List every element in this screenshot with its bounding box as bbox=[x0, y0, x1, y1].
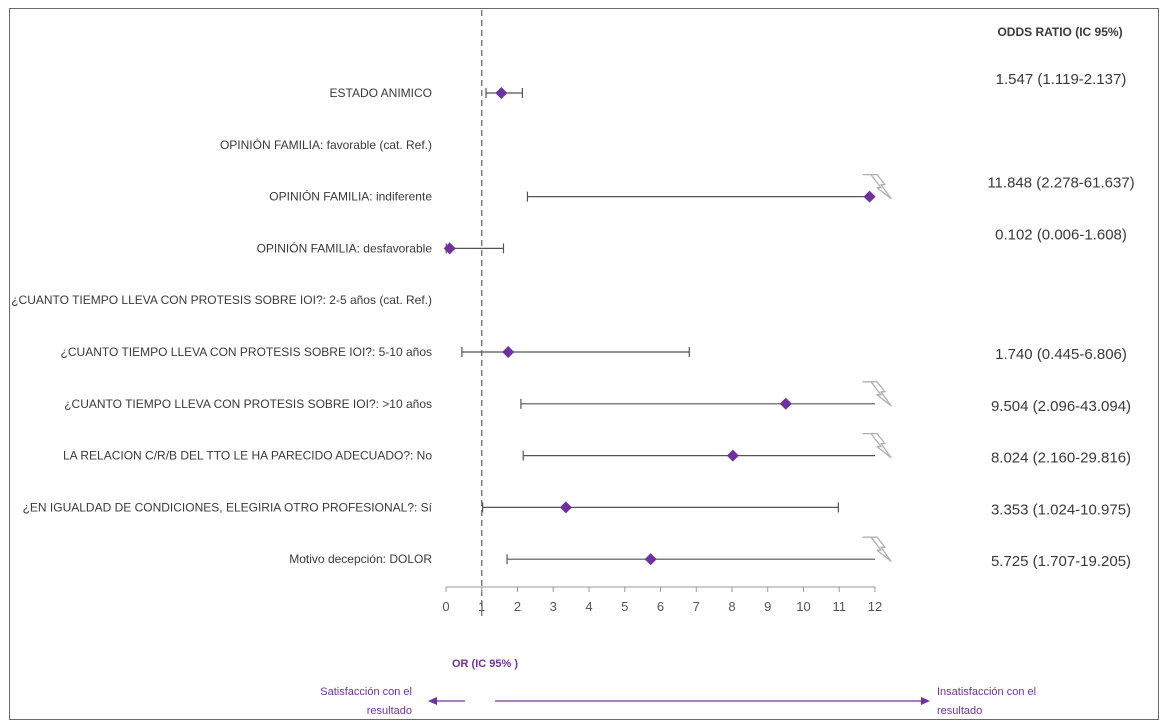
truncation-break-icon bbox=[862, 432, 892, 459]
row-label: ¿CUANTO TIEMPO LLEVA CON PROTESIS SOBRE … bbox=[61, 345, 432, 359]
or-diamond-marker bbox=[443, 242, 456, 255]
chart-frame bbox=[9, 8, 1159, 720]
row-label: Motivo decepción: DOLOR bbox=[289, 552, 432, 566]
x-tick-label: 9 bbox=[764, 599, 771, 614]
left-arrowhead bbox=[428, 697, 437, 705]
or-ci-text: 9.504 (2.096-43.094) bbox=[991, 398, 1131, 415]
right-arrow-label-1: Insatisfacción con el bbox=[937, 686, 1036, 698]
x-tick-label: 1 bbox=[478, 599, 485, 614]
or-diamond-marker bbox=[726, 449, 739, 462]
row-label: ¿EN IGUALDAD DE CONDICIONES, ELEGIRIA OT… bbox=[23, 500, 433, 514]
right-arrow-label-2: resultado bbox=[937, 705, 982, 717]
or-diamond-marker bbox=[644, 553, 657, 566]
or-ci-text: 11.848 (2.278-61.637) bbox=[987, 175, 1134, 192]
or-ci-text: 0.102 (0.006-1.608) bbox=[995, 226, 1127, 243]
row-label: LA RELACION C/R/B DEL TTO LE HA PARECIDO… bbox=[63, 449, 432, 463]
or-ci-text: 5.725 (1.707-19.205) bbox=[991, 553, 1131, 570]
or-diamond-marker bbox=[863, 190, 876, 203]
left-arrow-label-2: resultado bbox=[367, 705, 412, 717]
x-tick-label: 6 bbox=[657, 599, 664, 614]
x-tick-label: 3 bbox=[550, 599, 557, 614]
or-ci-text: 1.740 (0.445-6.806) bbox=[995, 346, 1127, 363]
x-tick-label: 10 bbox=[796, 599, 810, 614]
x-tick-label: 7 bbox=[693, 599, 700, 614]
x-tick-label: 2 bbox=[514, 599, 521, 614]
truncation-break-icon bbox=[862, 381, 892, 407]
row-label: OPINIÓN FAMILIA: indiferente bbox=[269, 189, 432, 204]
or-diamond-marker bbox=[559, 501, 572, 514]
odds-ratio-header: ODDS RATIO (IC 95%) bbox=[997, 25, 1122, 39]
x-tick-label: 0 bbox=[442, 599, 449, 614]
left-arrow-label-1: Satisfacción con el bbox=[320, 686, 412, 698]
row-label: ESTADO ANIMICO bbox=[330, 86, 432, 100]
row-label: ¿CUANTO TIEMPO LLEVA CON PROTESIS SOBRE … bbox=[11, 293, 432, 307]
row-label: OPINIÓN FAMILIA: desfavorable bbox=[257, 240, 433, 255]
x-tick-label: 8 bbox=[728, 599, 735, 614]
x-tick-label: 5 bbox=[621, 599, 628, 614]
or-ci-text: 8.024 (2.160-29.816) bbox=[991, 450, 1131, 467]
row-label: OPINIÓN FAMILIA: favorable (cat. Ref.) bbox=[220, 137, 432, 152]
or-diamond-marker bbox=[502, 346, 515, 358]
x-axis-title: OR (IC 95% ) bbox=[452, 658, 518, 670]
or-diamond-marker bbox=[779, 397, 792, 410]
right-arrowhead bbox=[921, 697, 930, 705]
x-tick-label: 4 bbox=[585, 599, 592, 614]
row-label: ¿CUANTO TIEMPO LLEVA CON PROTESIS SOBRE … bbox=[64, 397, 432, 411]
or-ci-text: 1.547 (1.119-2.137) bbox=[996, 71, 1127, 88]
or-ci-text: 3.353 (1.024-10.975) bbox=[991, 501, 1131, 518]
or-diamond-marker bbox=[495, 87, 508, 99]
truncation-break-icon bbox=[862, 173, 892, 200]
truncation-break-icon bbox=[862, 536, 892, 562]
x-tick-label: 12 bbox=[868, 599, 882, 614]
x-tick-label: 11 bbox=[833, 599, 847, 614]
